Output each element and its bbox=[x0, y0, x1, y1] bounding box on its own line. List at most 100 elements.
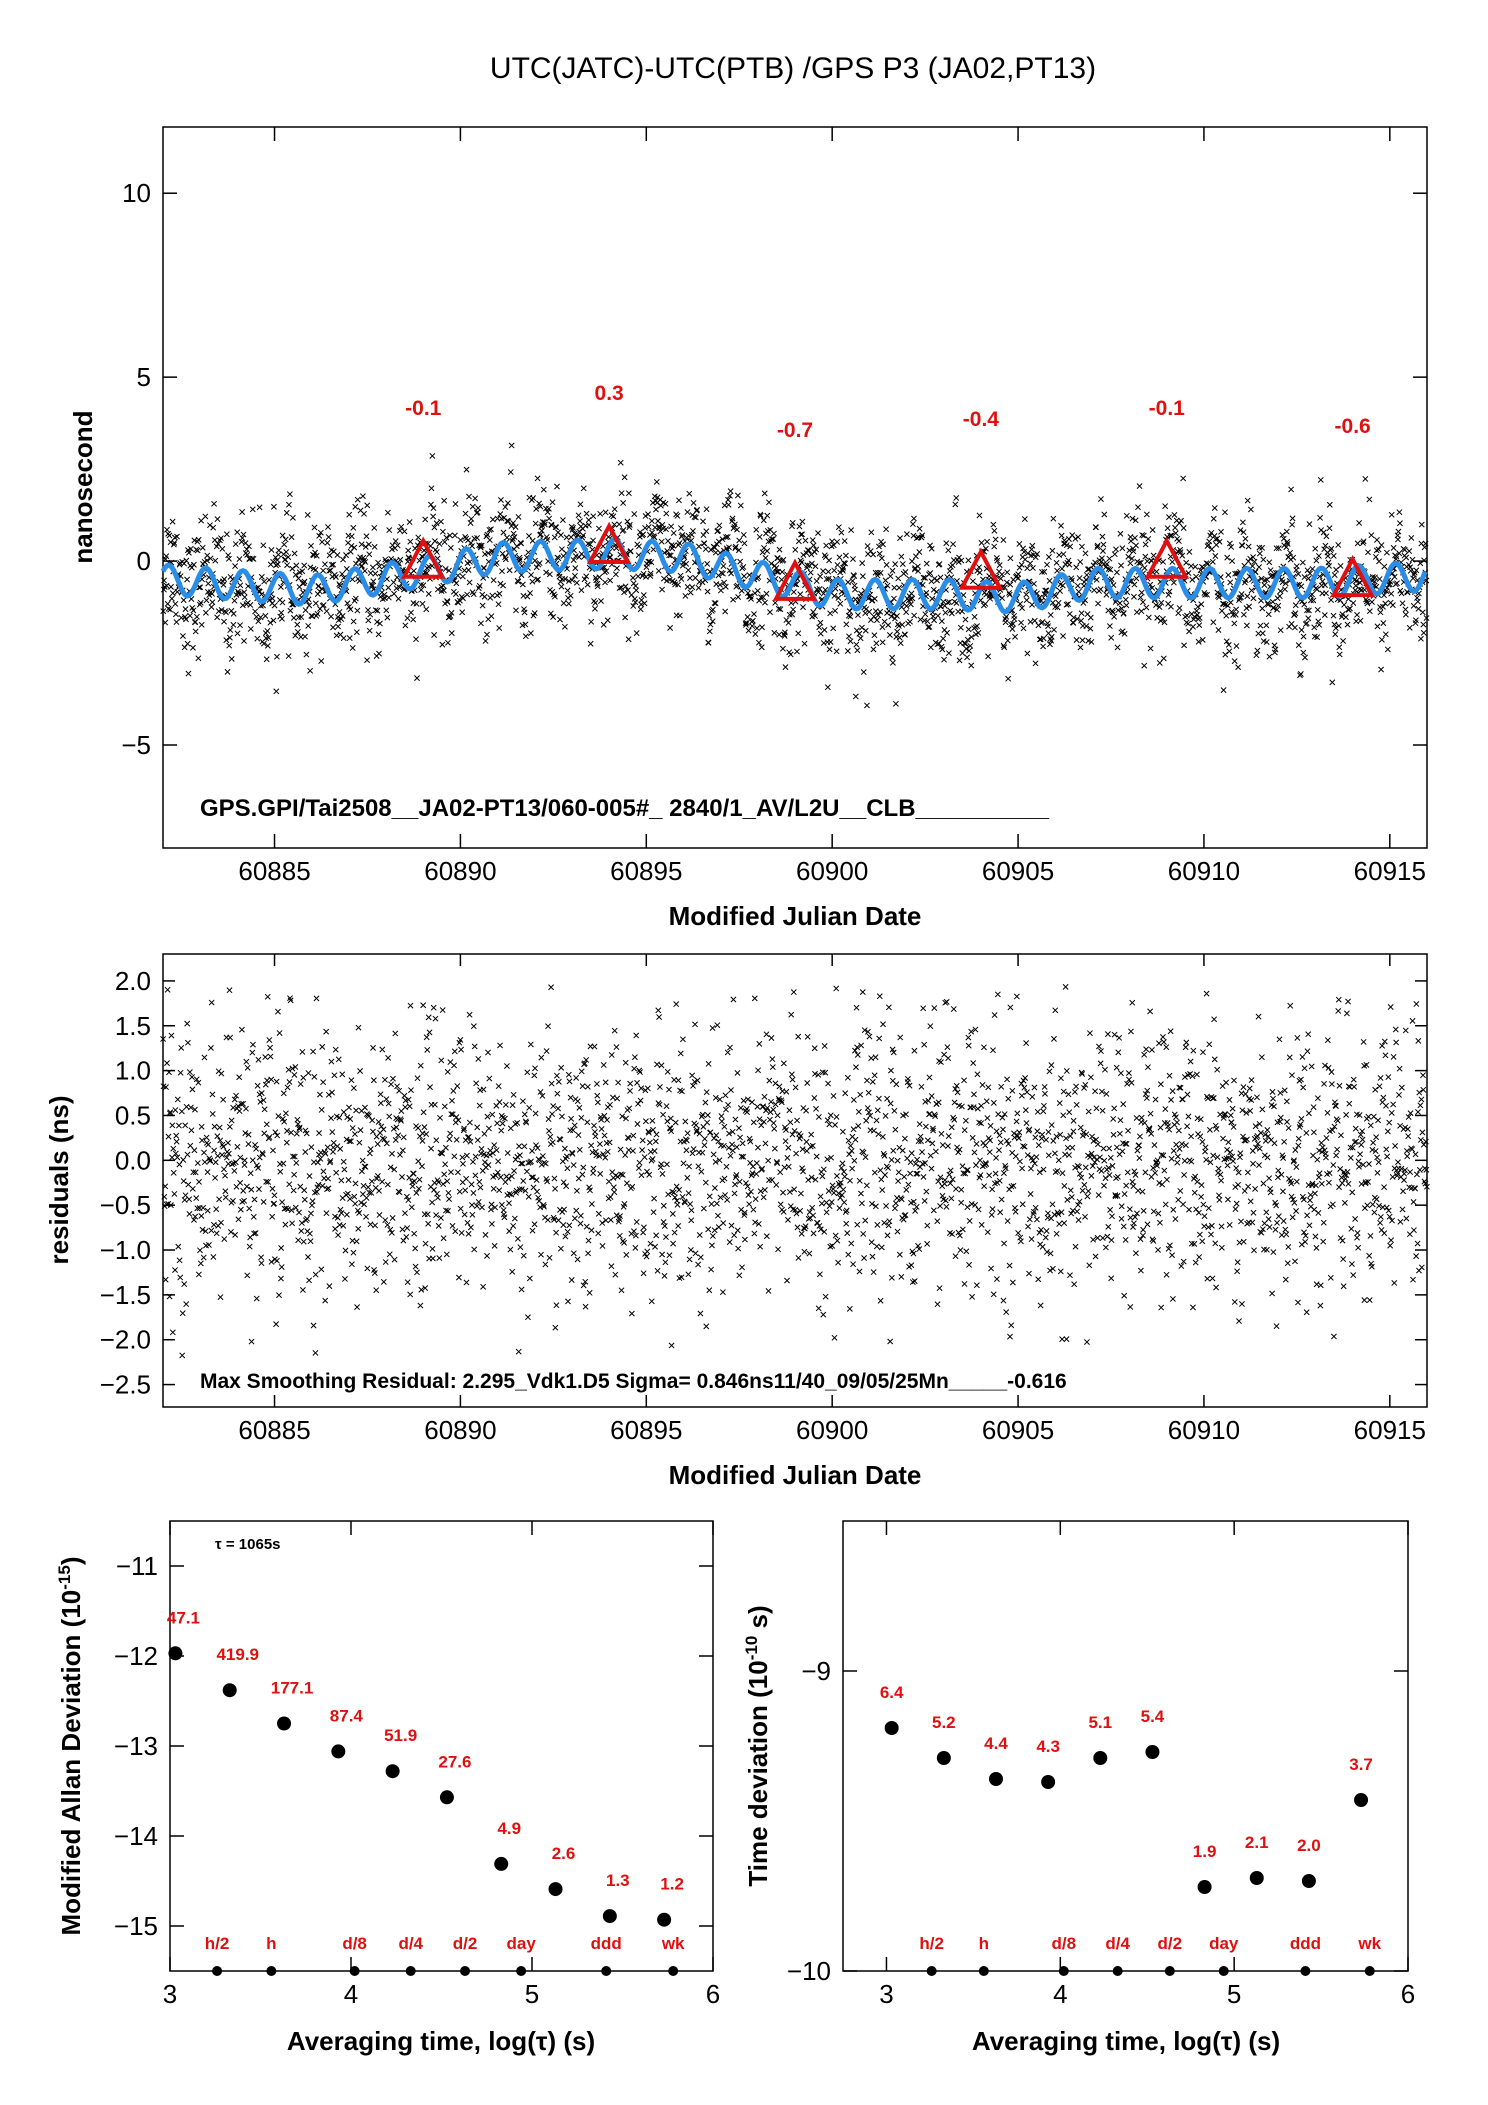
data-point bbox=[1012, 633, 1019, 640]
residual-point bbox=[595, 1230, 602, 1237]
residual-point bbox=[273, 1321, 280, 1328]
data-point bbox=[676, 612, 683, 619]
residual-point bbox=[393, 1124, 400, 1131]
data-point bbox=[1420, 621, 1427, 628]
data-point bbox=[962, 640, 969, 647]
residual-point bbox=[958, 1199, 965, 1206]
data-point bbox=[502, 504, 509, 510]
residual-point bbox=[968, 1201, 975, 1207]
residual-point bbox=[1019, 1201, 1026, 1208]
data-point bbox=[383, 607, 390, 614]
residual-point bbox=[756, 1040, 763, 1047]
residual-point bbox=[384, 1181, 391, 1188]
data-point bbox=[1302, 654, 1308, 661]
residual-point bbox=[1136, 1155, 1143, 1162]
data-point bbox=[1156, 604, 1163, 610]
residual-point bbox=[750, 1206, 757, 1213]
data-point bbox=[1356, 520, 1363, 526]
data-point bbox=[584, 581, 591, 588]
data-point bbox=[748, 595, 754, 602]
residual-point bbox=[415, 1125, 422, 1131]
data-point bbox=[1391, 573, 1398, 580]
data-point bbox=[234, 630, 241, 637]
data-point bbox=[1093, 576, 1100, 583]
data-point bbox=[1283, 544, 1290, 551]
residual-point bbox=[233, 1092, 240, 1099]
residual-point bbox=[584, 1119, 591, 1126]
data-point bbox=[444, 639, 451, 646]
residual-point bbox=[849, 1165, 856, 1172]
residual-point bbox=[1285, 1125, 1292, 1131]
data-point bbox=[912, 553, 919, 560]
data-point bbox=[1092, 559, 1099, 566]
residual-point bbox=[312, 1349, 319, 1356]
residual-point bbox=[549, 1139, 556, 1146]
data-point bbox=[1212, 553, 1219, 559]
data-point bbox=[440, 587, 447, 594]
residual-point bbox=[261, 1106, 268, 1113]
residual-point bbox=[270, 1147, 276, 1154]
data-point bbox=[1394, 536, 1401, 543]
data-point bbox=[891, 584, 898, 591]
residual-point bbox=[1083, 1131, 1090, 1138]
data-point bbox=[1167, 532, 1174, 539]
residual-point bbox=[911, 1278, 918, 1285]
residual-point bbox=[259, 1151, 266, 1158]
residual-point bbox=[516, 1143, 523, 1150]
residual-point bbox=[1096, 1154, 1103, 1161]
data-point bbox=[1276, 593, 1283, 600]
residual-point bbox=[725, 1101, 732, 1108]
data-point bbox=[1117, 530, 1124, 537]
residual-point bbox=[671, 1229, 678, 1236]
residual-point bbox=[249, 1049, 256, 1056]
data-point bbox=[712, 600, 719, 607]
data-point bbox=[903, 603, 910, 610]
residual-point bbox=[943, 998, 950, 1005]
residual-point bbox=[277, 1168, 284, 1175]
data-point bbox=[396, 584, 403, 591]
data-point bbox=[883, 561, 890, 568]
average-marker bbox=[586, 521, 632, 565]
data-point bbox=[572, 565, 579, 572]
residual-point bbox=[184, 1039, 191, 1046]
data-point bbox=[917, 616, 924, 623]
data-point bbox=[1303, 620, 1310, 627]
data-point bbox=[328, 561, 335, 568]
residual-point bbox=[809, 1142, 816, 1149]
data-point bbox=[686, 490, 693, 497]
residual-point bbox=[433, 1212, 440, 1219]
data-point bbox=[1300, 649, 1307, 656]
residual-point bbox=[1203, 990, 1210, 997]
residual-point bbox=[598, 1116, 605, 1123]
residual-point bbox=[172, 1267, 178, 1274]
data-point bbox=[630, 574, 636, 581]
residual-point bbox=[485, 1049, 491, 1056]
data-point bbox=[948, 610, 955, 617]
residual-point bbox=[388, 1229, 395, 1236]
residual-point bbox=[199, 1137, 205, 1144]
residual-point bbox=[189, 1074, 195, 1080]
residual-point bbox=[778, 1097, 785, 1104]
data-point bbox=[1314, 586, 1320, 593]
residual-point bbox=[291, 1153, 298, 1160]
data-point bbox=[1270, 604, 1277, 611]
residual-point bbox=[820, 1311, 827, 1318]
data-point bbox=[1301, 574, 1308, 581]
residual-point bbox=[1098, 1048, 1104, 1055]
residual-point bbox=[441, 1171, 448, 1178]
data-point bbox=[726, 544, 732, 551]
residual-point bbox=[534, 1145, 541, 1152]
residual-point bbox=[1253, 1144, 1259, 1151]
data-point bbox=[1410, 575, 1417, 582]
data-point bbox=[850, 556, 856, 562]
data-point bbox=[684, 583, 691, 590]
residual-point bbox=[643, 1253, 650, 1260]
residual-point bbox=[932, 1113, 939, 1120]
residual-point bbox=[739, 1264, 745, 1271]
data-point bbox=[456, 597, 463, 604]
data-point bbox=[1004, 569, 1011, 576]
residual-point bbox=[888, 1274, 895, 1281]
data-point bbox=[1137, 594, 1144, 601]
residual-point bbox=[1201, 1213, 1208, 1220]
residual-point bbox=[925, 1097, 932, 1104]
